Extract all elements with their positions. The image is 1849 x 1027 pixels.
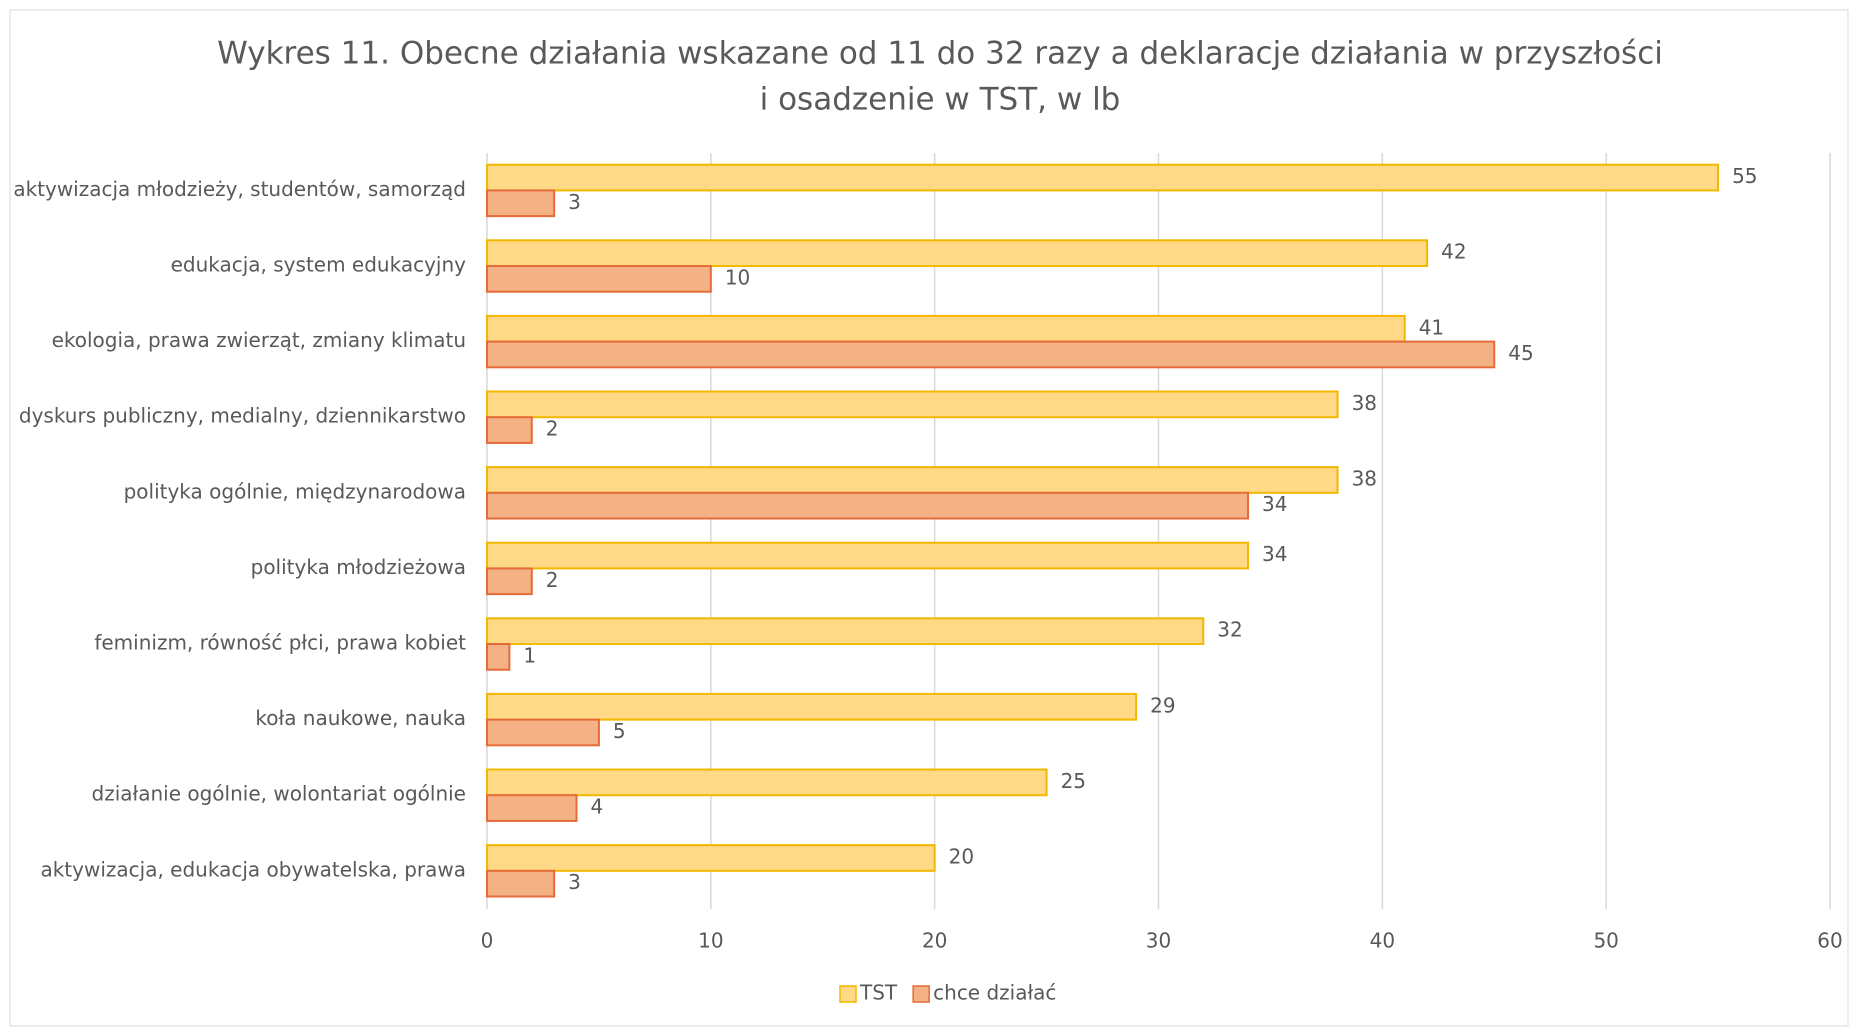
bar <box>486 768 1048 797</box>
chart-title: Wykres 11. Obecne działania wskazane od … <box>217 36 1663 72</box>
y-tick-label: dyskurs publiczny, medialny, dziennikars… <box>19 404 466 428</box>
data-label: 38 <box>1352 391 1377 415</box>
bar <box>486 567 533 596</box>
x-tick-label: 50 <box>1593 929 1618 953</box>
bar <box>486 643 511 671</box>
data-label: 34 <box>1262 492 1287 516</box>
data-label: 5 <box>613 719 626 743</box>
y-tick-label: aktywizacja młodzieży, studentów, samorz… <box>13 177 466 201</box>
bar <box>486 265 712 293</box>
y-tick-label: ekologia, prawa zwierząt, zmiany klimatu <box>52 328 466 352</box>
bar <box>486 239 1429 268</box>
y-tick-label: polityka młodzieżowa <box>251 555 466 579</box>
x-tick-label: 0 <box>481 929 494 953</box>
data-label: 38 <box>1352 466 1377 490</box>
data-label: 20 <box>949 844 974 868</box>
y-tick-label: aktywizacja, edukacja obywatelska, prawa <box>40 857 466 881</box>
legend-label: TST <box>859 981 898 1005</box>
y-tick-label: feminizm, równość płci, prawa kobiet <box>94 631 466 655</box>
bar <box>486 794 578 822</box>
data-label: 45 <box>1508 341 1533 365</box>
bar <box>486 692 1138 721</box>
legend-label: chce działać <box>933 981 1056 1005</box>
y-tick-label: edukacja, system edukacyjny <box>171 253 467 277</box>
data-label: 34 <box>1262 542 1287 566</box>
data-label: 3 <box>568 190 581 214</box>
data-label: 1 <box>523 643 536 667</box>
data-label: 41 <box>1419 315 1444 339</box>
chart-title: i osadzenie w TST, w lb <box>760 82 1121 118</box>
y-tick-label: działanie ogólnie, wolontariat ogólnie <box>92 782 466 806</box>
bar <box>486 416 533 444</box>
bar <box>486 491 1250 520</box>
data-label: 4 <box>591 795 604 819</box>
legend-swatch <box>839 985 857 1003</box>
bar <box>486 390 1339 419</box>
bar <box>486 869 556 898</box>
data-label: 32 <box>1217 618 1242 642</box>
legend-swatch <box>912 985 930 1003</box>
x-tick-label: 30 <box>1146 929 1171 953</box>
y-tick-label: koła naukowe, nauka <box>255 706 466 730</box>
x-tick-label: 20 <box>922 929 947 953</box>
x-tick-label: 60 <box>1817 929 1842 953</box>
data-label: 10 <box>725 265 750 289</box>
bar <box>486 617 1205 646</box>
x-tick-label: 40 <box>1370 929 1395 953</box>
bar <box>486 340 1496 369</box>
data-label: 3 <box>568 870 581 894</box>
bar <box>486 466 1339 494</box>
bar <box>486 718 600 747</box>
bar <box>486 314 1406 343</box>
data-label: 29 <box>1150 693 1175 717</box>
bar <box>486 844 936 872</box>
bar <box>486 541 1250 570</box>
y-tick-label: polityka ogólnie, międzynarodowa <box>124 479 466 503</box>
data-label: 2 <box>546 417 559 441</box>
data-label: 2 <box>546 568 559 592</box>
bar <box>486 163 1720 192</box>
chart-frame <box>9 9 1849 1027</box>
bar <box>486 189 556 218</box>
x-tick-label: 10 <box>698 929 723 953</box>
data-label: 55 <box>1732 164 1757 188</box>
data-label: 42 <box>1441 240 1466 264</box>
data-label: 25 <box>1061 769 1086 793</box>
